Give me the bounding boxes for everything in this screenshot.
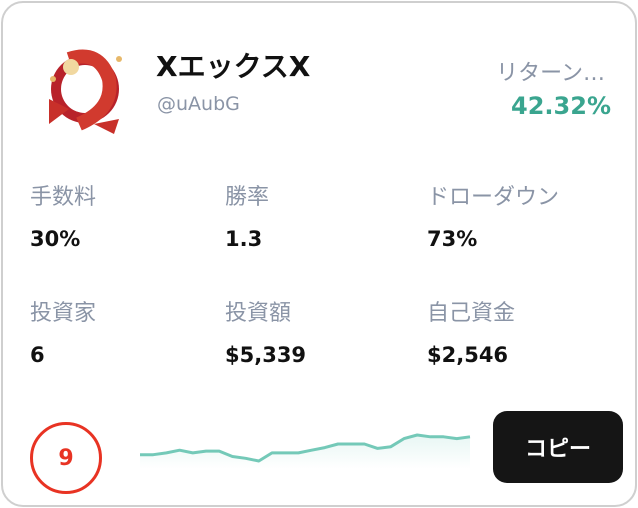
- stat-label: 勝率: [225, 185, 270, 210]
- stat-value: 30%: [30, 227, 81, 251]
- stat-investors: 投資家 6: [30, 295, 96, 367]
- stat-label: 自己資金: [427, 301, 516, 326]
- koi-fish-avatar: [49, 49, 122, 134]
- stat-label: ドローダウン: [427, 185, 560, 210]
- stat-value: 1.3: [225, 227, 263, 251]
- trader-name[interactable]: XエックスX: [156, 50, 311, 83]
- stat-label: 手数料: [30, 185, 97, 210]
- stat-label: 投資家: [30, 301, 97, 326]
- stat-value: 73%: [427, 227, 478, 251]
- stat-label: 投資額: [225, 301, 292, 326]
- sparkline-line: [140, 433, 471, 463]
- trader-handle: @uAubG: [157, 93, 240, 115]
- stat-value: $2,546: [427, 343, 509, 367]
- stat-drawdown: ドローダウン 73%: [427, 179, 559, 251]
- stat-value: 6: [30, 343, 45, 367]
- return-label: リターン…: [496, 61, 605, 86]
- rank-badge: 9: [30, 422, 102, 494]
- return-value: 42.32%: [511, 92, 611, 120]
- copy-button[interactable]: コピー: [493, 411, 623, 483]
- stat-value: $5,339: [225, 343, 307, 367]
- stat-invested: 投資額 $5,339: [225, 295, 306, 367]
- stat-own-funds: 自己資金 $2,546: [427, 295, 515, 367]
- sparkline-chart: [140, 433, 471, 469]
- stat-fee: 手数料 30%: [30, 179, 96, 251]
- stat-win-rate: 勝率 1.3: [225, 179, 269, 251]
